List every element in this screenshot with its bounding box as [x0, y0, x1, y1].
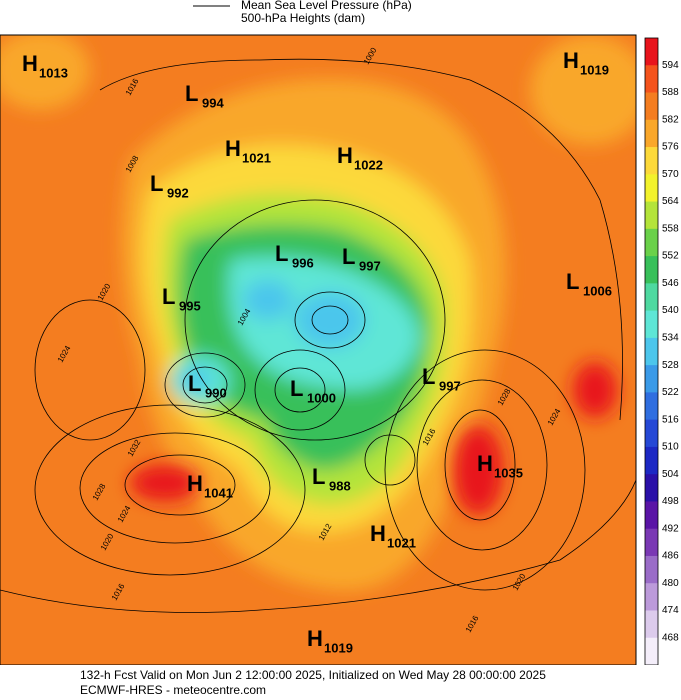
colorbar-swatch: [645, 147, 658, 175]
colorbar-label: 528: [662, 360, 679, 371]
center-pressure: 1041: [204, 485, 233, 500]
center-pressure: 1019: [580, 62, 609, 77]
center-letter: L: [275, 241, 288, 266]
footer-text: 132-h Fcst Valid on Mon Jun 2 12:00:00 2…: [80, 668, 546, 682]
colorbar-swatch: [645, 119, 658, 148]
colorbar-swatch: [645, 201, 658, 230]
center-pressure: 1021: [387, 535, 416, 550]
colorbar-swatch: [645, 256, 658, 284]
colorbar-label: 552: [662, 251, 679, 262]
colorbar-label: 510: [662, 442, 679, 453]
center-letter: L: [185, 81, 198, 106]
colorbar-swatch: [645, 637, 658, 665]
colorbar-label: 498: [662, 496, 679, 507]
map-figure: Mean Sea Level Pressure (hPa) 500-hPa He…: [0, 0, 679, 665]
colorbar-label: 570: [662, 169, 679, 180]
colorbar-swatch: [645, 337, 658, 366]
colorbar-label: 582: [662, 114, 679, 125]
colorbar-swatch: [645, 555, 658, 584]
colorbar-swatch: [645, 65, 658, 94]
center-pressure: 1019: [324, 640, 353, 655]
colorbar-frame: [644, 37, 659, 665]
center-letter: H: [187, 471, 203, 496]
center-letter: L: [150, 171, 163, 196]
colorbar-label: 504: [662, 469, 679, 480]
colorbar-label: 594: [662, 60, 679, 71]
colorbar-label: 558: [662, 223, 679, 234]
center-pressure: 1035: [494, 465, 523, 480]
center-pressure: 1000: [307, 390, 336, 405]
center-letter: L: [162, 284, 175, 309]
colorbar-swatch: [645, 474, 658, 502]
center-letter: H: [370, 521, 386, 546]
colorbar-swatch: [645, 283, 658, 312]
colorbar-label: 540: [662, 305, 679, 316]
colorbar-swatch: [645, 419, 658, 448]
center-pressure: 992: [167, 185, 189, 200]
center-pressure: 988: [329, 478, 351, 493]
center-letter: L: [422, 364, 435, 389]
legend-text: Mean Sea Level Pressure (hPa): [241, 0, 412, 12]
colorbar: 594 588 582 576 570 564 558 552 546 540 534 528 522 5…: [644, 37, 679, 665]
center-pressure: 997: [439, 378, 461, 393]
center-letter: L: [188, 371, 201, 396]
center-pressure: 996: [292, 255, 314, 270]
colorbar-swatch: [645, 610, 658, 639]
colorbar-label: 576: [662, 142, 679, 153]
colorbar-label: 474: [662, 605, 679, 616]
colorbar-swatch: [645, 528, 658, 557]
center-pressure: 1022: [354, 157, 383, 172]
colorbar-label: 546: [662, 278, 679, 289]
colorbar-label: 564: [662, 196, 679, 207]
colorbar-label: 486: [662, 551, 679, 562]
colorbar-swatch: [645, 365, 658, 393]
colorbar-label: 468: [662, 632, 679, 643]
colorbar-label: 516: [662, 414, 679, 425]
center-pressure: 1006: [583, 283, 612, 298]
center-letter: H: [225, 136, 241, 161]
center-pressure: 997: [359, 258, 381, 273]
footer-text: ECMWF-HRES - meteocentre.com: [80, 683, 267, 697]
center-letter: L: [312, 464, 325, 489]
colorbar-swatch: [645, 174, 658, 203]
colorbar-swatch: [645, 92, 658, 121]
center-letter: H: [307, 626, 323, 651]
colorbar-label: 534: [662, 333, 679, 344]
center-letter: L: [342, 244, 355, 269]
center-letter: L: [566, 269, 579, 294]
center-letter: H: [22, 51, 38, 76]
colorbar-swatch: [645, 501, 658, 530]
colorbar-swatch: [645, 310, 658, 339]
colorbar-label: 588: [662, 87, 679, 98]
center-letter: L: [290, 376, 303, 401]
center-pressure: 994: [202, 95, 224, 110]
center-pressure: 1021: [242, 150, 271, 165]
center-pressure: 995: [179, 298, 201, 313]
colorbar-swatch: [645, 446, 658, 475]
colorbar-label: 492: [662, 523, 679, 534]
center-pressure: 990: [205, 385, 227, 400]
center-letter: H: [477, 451, 493, 476]
center-letter: H: [337, 143, 353, 168]
center-pressure: 1013: [39, 65, 68, 80]
colorbar-swatch: [645, 392, 658, 421]
colorbar-swatch: [645, 583, 658, 611]
colorbar-swatch: [645, 228, 658, 257]
legend-text: 500-hPa Heights (dam): [241, 11, 365, 25]
colorbar-label: 480: [662, 578, 679, 589]
colorbar-swatch: [645, 38, 658, 66]
map-field: [0, 35, 636, 665]
center-letter: H: [563, 48, 579, 73]
colorbar-label: 522: [662, 387, 679, 398]
